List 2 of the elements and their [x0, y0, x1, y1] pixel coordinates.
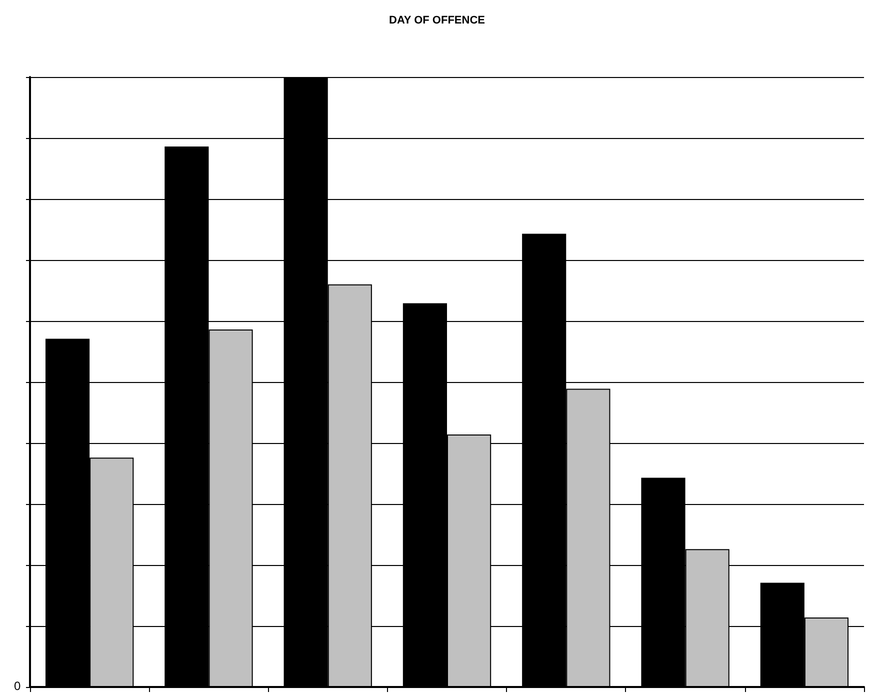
- chart-title: DAY OF OFFENCE: [389, 14, 485, 26]
- text: 0: [14, 679, 21, 693]
